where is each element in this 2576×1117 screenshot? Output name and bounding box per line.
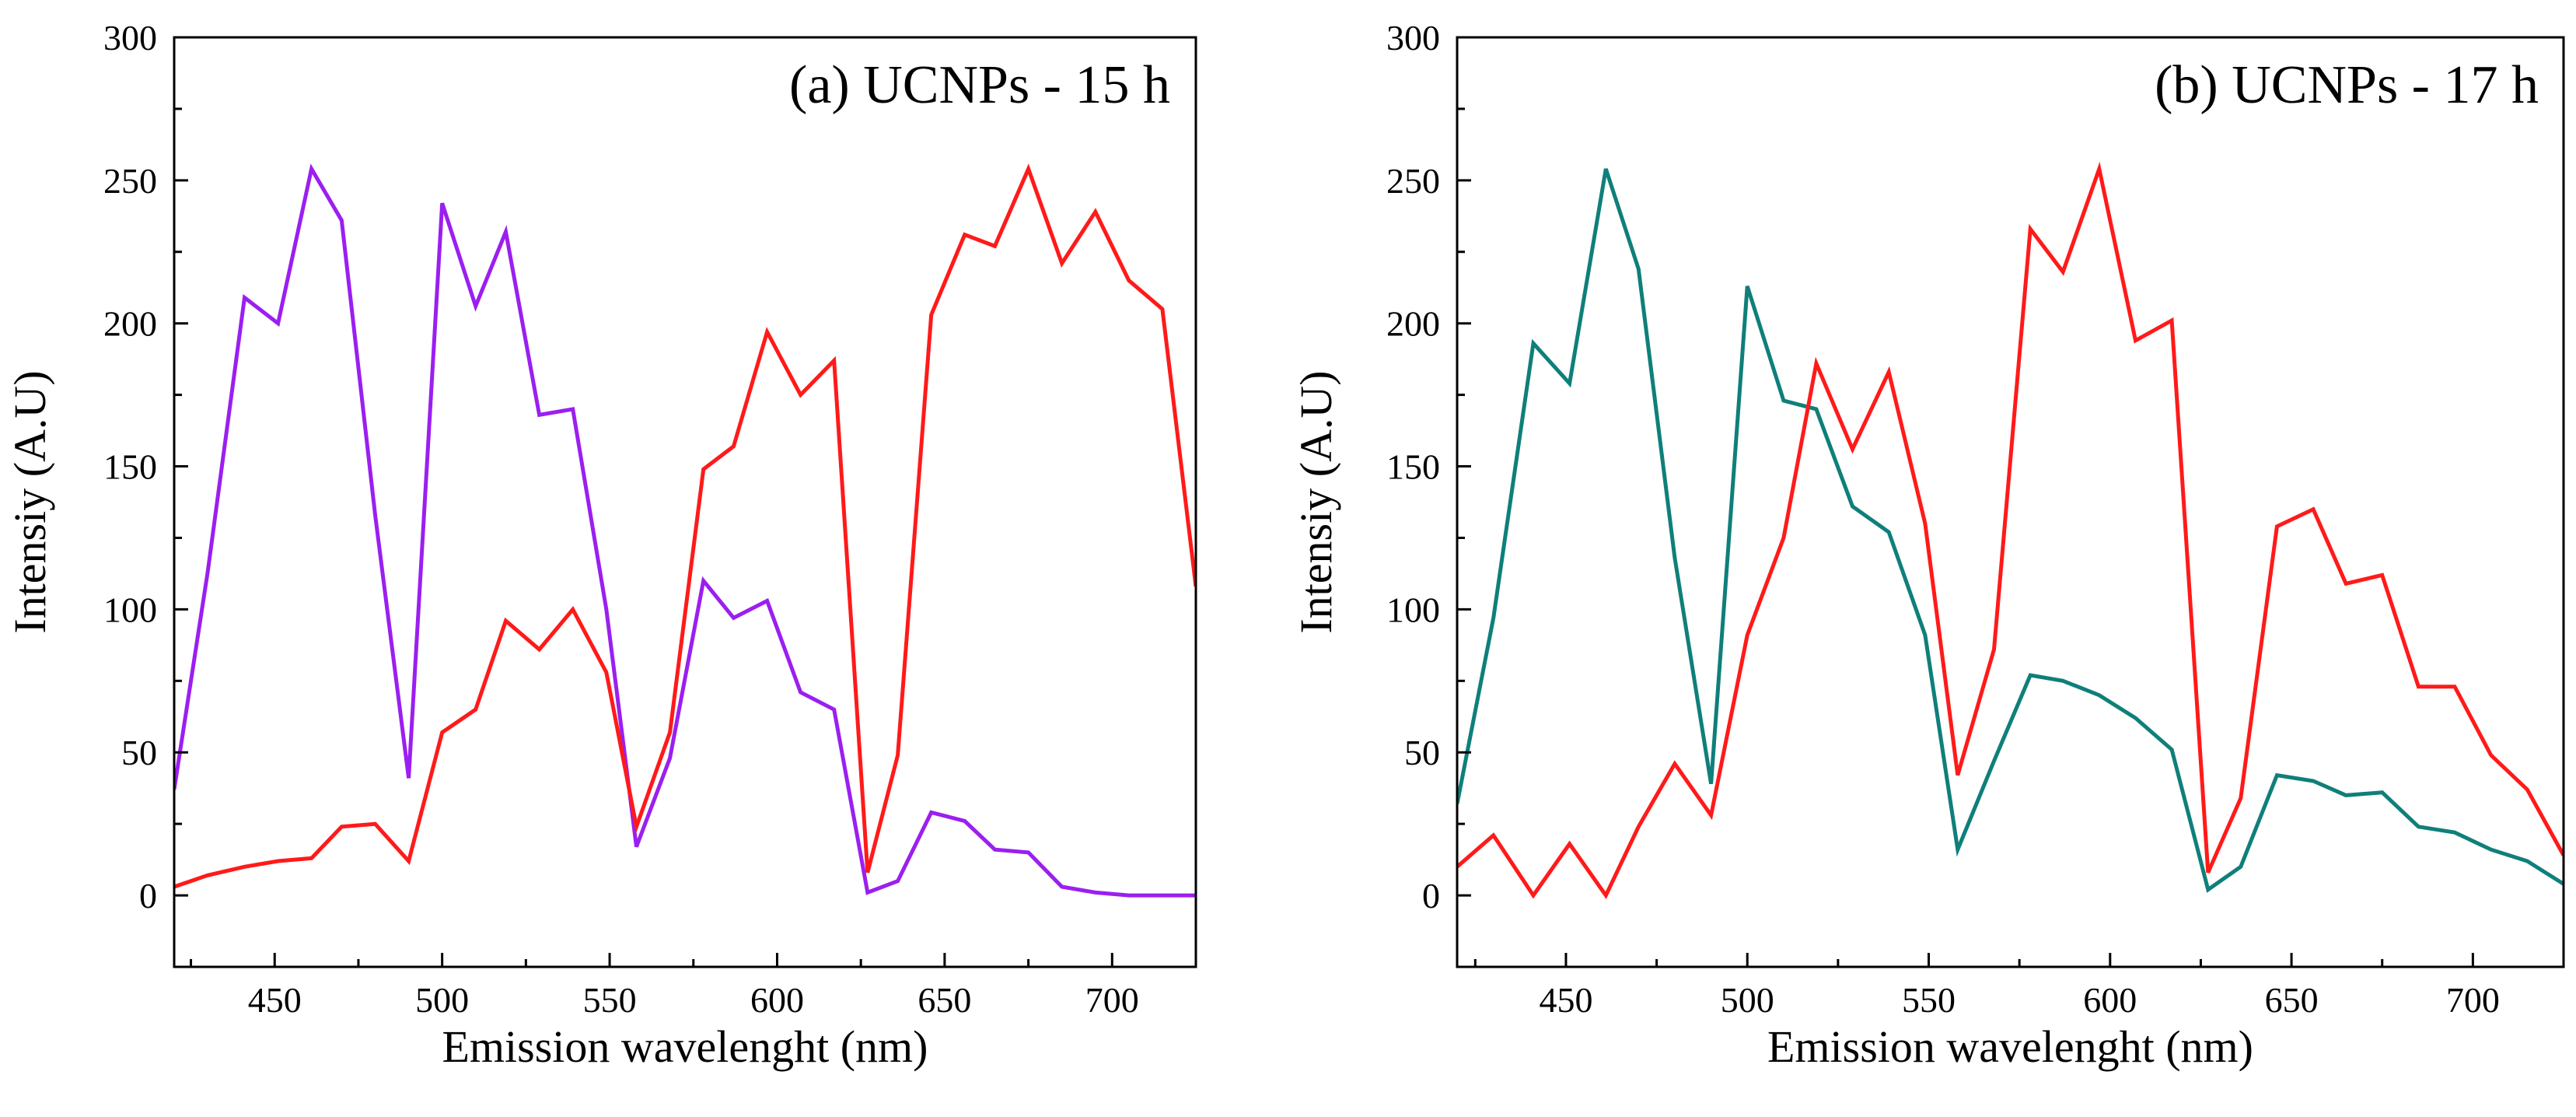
y-tick-label: 50 bbox=[1404, 733, 1440, 772]
y-tick-label: 0 bbox=[1422, 876, 1440, 916]
y-tick-label: 150 bbox=[103, 447, 157, 487]
x-axis-label: Emission wavelenght (nm) bbox=[442, 1021, 928, 1072]
series-line-teal bbox=[1457, 168, 2564, 893]
x-tick-label: 450 bbox=[248, 980, 302, 1020]
panel-a: 450 500 550 600 650 700 0 50 100 150 200 250 300 Emis… bbox=[5, 18, 1197, 1072]
y-tick-label: 0 bbox=[139, 876, 157, 916]
x-tick-label: 600 bbox=[750, 980, 804, 1020]
y-tick-label: 250 bbox=[1386, 161, 1440, 201]
x-tick-label: 700 bbox=[2446, 980, 2500, 1020]
series-line-violet bbox=[174, 163, 1196, 898]
x-tick-label: 500 bbox=[1721, 980, 1774, 1020]
y-tick-label: 50 bbox=[121, 733, 157, 772]
x-tick-label: 550 bbox=[583, 980, 637, 1020]
x-tick-label: 650 bbox=[2265, 980, 2319, 1020]
y-tick-label: 300 bbox=[103, 18, 157, 58]
y-tick-label: 250 bbox=[103, 161, 157, 201]
y-tick-label: 200 bbox=[1386, 304, 1440, 344]
x-axis-label: Emission wavelenght (nm) bbox=[1767, 1021, 2253, 1072]
y-axis-label: Intensiy (A.U) bbox=[5, 370, 55, 633]
series-line-red bbox=[174, 163, 1196, 889]
plot-frame bbox=[1456, 36, 2565, 968]
x-tick-label: 650 bbox=[918, 980, 971, 1020]
panel-title: (a) UCNPs - 15 h bbox=[789, 55, 1170, 115]
y-axis-label: Intensiy (A.U) bbox=[1291, 370, 1341, 633]
plot-frame bbox=[173, 36, 1197, 968]
x-tick-label: 550 bbox=[1902, 980, 1956, 1020]
x-tick-label: 700 bbox=[1085, 980, 1139, 1020]
panel-b: 450 500 550 600 650 700 0 50 100 150 200 250 300 Emis… bbox=[1291, 18, 2565, 1072]
y-tick-label: 100 bbox=[1386, 590, 1440, 629]
x-tick-label: 450 bbox=[1539, 980, 1592, 1020]
x-tick-label: 500 bbox=[415, 980, 469, 1020]
y-tick-label: 200 bbox=[103, 304, 157, 344]
y-tick-label: 150 bbox=[1386, 447, 1440, 487]
panel-title: (b) UCNPs - 17 h bbox=[2155, 55, 2539, 115]
y-tick-label: 300 bbox=[1386, 18, 1440, 58]
y-tick-label: 100 bbox=[103, 590, 157, 629]
x-tick-label: 600 bbox=[2083, 980, 2137, 1020]
series-line-red bbox=[1457, 161, 2564, 900]
